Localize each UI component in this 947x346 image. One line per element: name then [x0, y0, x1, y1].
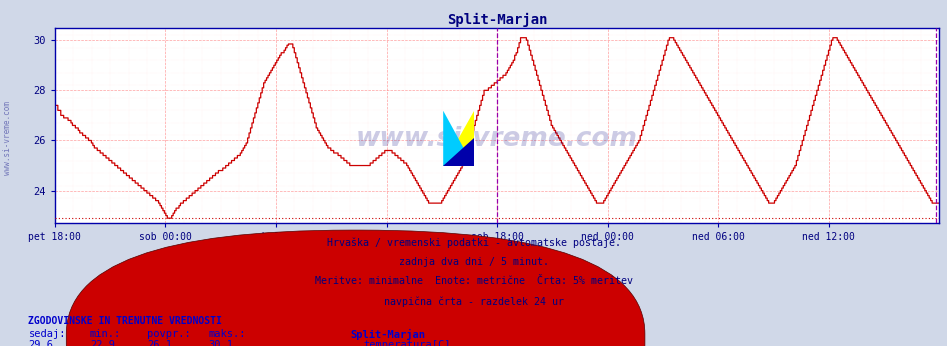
- Text: 22,9: 22,9: [90, 340, 115, 346]
- Polygon shape: [443, 111, 474, 166]
- Text: www.si-vreme.com: www.si-vreme.com: [3, 101, 12, 175]
- Text: min.:: min.:: [90, 329, 121, 339]
- Text: 26,1: 26,1: [147, 340, 171, 346]
- Polygon shape: [443, 138, 474, 166]
- Text: navpična črta - razdelek 24 ur: navpična črta - razdelek 24 ur: [384, 296, 563, 307]
- Text: maks.:: maks.:: [208, 329, 246, 339]
- Text: temperatura[C]: temperatura[C]: [364, 340, 451, 346]
- Text: 29,6: 29,6: [28, 340, 53, 346]
- Text: Hrvaška / vremenski podatki - avtomatske postaje.: Hrvaška / vremenski podatki - avtomatske…: [327, 237, 620, 247]
- Text: Split-Marjan: Split-Marjan: [350, 329, 425, 340]
- Text: povpr.:: povpr.:: [147, 329, 190, 339]
- Text: zadnja dva dni / 5 minut.: zadnja dva dni / 5 minut.: [399, 257, 548, 267]
- Text: sedaj:: sedaj:: [28, 329, 66, 339]
- Text: ZGODOVINSKE IN TRENUTNE VREDNOSTI: ZGODOVINSKE IN TRENUTNE VREDNOSTI: [28, 316, 223, 326]
- Text: Meritve: minimalne  Enote: metrične  Črta: 5% meritev: Meritve: minimalne Enote: metrične Črta:…: [314, 276, 633, 286]
- Title: Split-Marjan: Split-Marjan: [447, 12, 547, 27]
- Text: www.si-vreme.com: www.si-vreme.com: [356, 126, 638, 152]
- Text: 30,1: 30,1: [208, 340, 233, 346]
- Polygon shape: [443, 111, 474, 166]
